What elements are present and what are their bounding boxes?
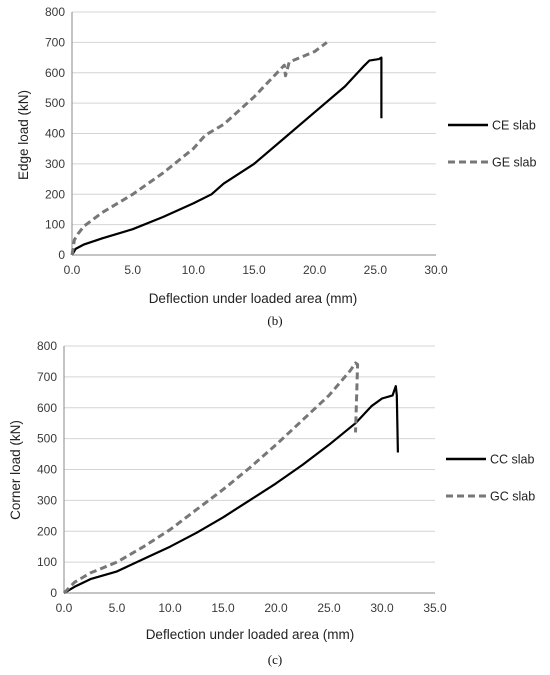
y-axis-title: Edge load (kN) (16, 90, 31, 180)
y-tick-label: 500 (37, 432, 57, 446)
legend-label-ge-slab: GE slab (492, 156, 537, 170)
x-tick-label: 15.0 (242, 263, 266, 277)
y-tick-label: 0 (58, 248, 65, 262)
y-tick-label: 100 (37, 555, 57, 569)
x-tick-label: 30.0 (424, 263, 448, 277)
y-tick-label: 400 (45, 127, 65, 141)
y-axis-title: Corner load (kN) (8, 420, 23, 520)
x-tick-label: 10.0 (182, 263, 206, 277)
y-tick-label: 100 (45, 218, 65, 232)
x-tick-label: 5.0 (124, 263, 141, 277)
corner-load-chart: 0 100 200 300 400 500 600 700 800 0.0 5.0 10.0 15.0 2… (8, 339, 535, 667)
x-axis-title: Deflection under loaded area (mm) (149, 291, 358, 306)
x-tick-label: 35.0 (423, 601, 447, 615)
x-tick-label: 20.0 (303, 263, 327, 277)
y-tick-label: 600 (45, 66, 65, 80)
x-tick-label: 5.0 (109, 601, 126, 615)
y-tick-label: 800 (37, 339, 57, 353)
chart-caption: (b) (267, 313, 282, 328)
x-axis-title: Deflection under loaded area (mm) (146, 627, 355, 642)
x-tick-label: 15.0 (211, 601, 235, 615)
y-tick-label: 500 (45, 96, 65, 110)
x-tick-label: 20.0 (264, 601, 288, 615)
y-tick-label: 400 (37, 463, 57, 477)
series-line-gc-slab (62, 361, 360, 595)
x-tick-label: 10.0 (158, 601, 182, 615)
legend-label-gc-slab: GC slab (490, 490, 535, 504)
legend-label-ce-slab: CE slab (492, 119, 536, 133)
y-tick-label: 300 (37, 493, 57, 507)
series-line-ge-slab (70, 41, 328, 256)
y-tick-label: 700 (37, 370, 57, 384)
y-tick-label: 600 (37, 401, 57, 415)
x-tick-label: 25.0 (364, 263, 388, 277)
x-tick-label: 30.0 (370, 601, 394, 615)
y-tick-label: 800 (45, 5, 65, 19)
edge-load-chart: 0 100 200 300 400 500 600 700 800 0.0 5.0 10.0 15.0 2… (16, 5, 537, 328)
x-tick-label: 0.0 (64, 263, 81, 277)
x-tick-label: 25.0 (317, 601, 341, 615)
y-tick-label: 200 (45, 187, 65, 201)
legend-label-cc-slab: CC slab (490, 453, 535, 467)
y-tick-label: 700 (45, 35, 65, 49)
series-line-ce-slab (71, 56, 383, 256)
series-line-cc-slab (63, 385, 399, 594)
x-tick-label: 0.0 (56, 601, 73, 615)
y-tick-label: 200 (37, 524, 57, 538)
y-tick-label: 300 (45, 157, 65, 171)
y-tick-label: 0 (50, 586, 57, 600)
chart-caption: (c) (268, 652, 282, 667)
